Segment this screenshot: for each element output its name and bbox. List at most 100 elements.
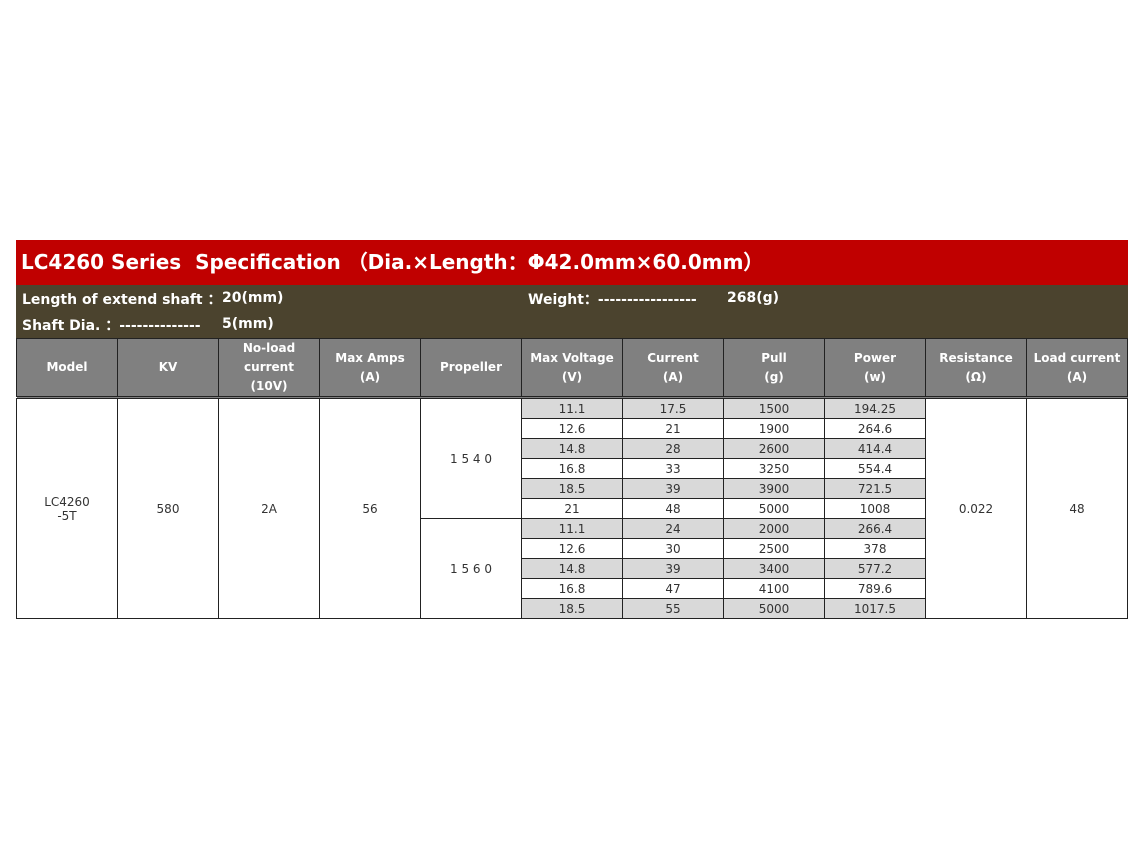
voltage-cell: 11.1 [521, 518, 623, 539]
spec-table: Model KV No-load current (10V) Max Amps (A) Pro… [16, 338, 1128, 619]
kv-cell: 580 [117, 397, 219, 619]
header-line: Power [853, 350, 897, 365]
column-header: Resistance (Ω) [925, 338, 1027, 399]
table-row: 16.8 47 4100 789.6 [17, 578, 1128, 599]
header-line: Max Voltage [530, 350, 614, 365]
shaft-dia-label: Shaft Dia. ：-------------- [22, 318, 201, 334]
column-header: Current (A) [622, 338, 724, 399]
shaft-length-value: 20(mm) [222, 290, 284, 306]
resistance-cell: 0.022 [925, 397, 1027, 619]
table-row: 14.8 28 2600 414.4 [17, 438, 1128, 459]
shaft-dia-value: 5(mm) [222, 316, 274, 332]
pull-cell: 1500 [723, 397, 825, 419]
column-header: Power (w) [824, 338, 926, 399]
power-cell: 194.25 [824, 397, 926, 419]
model-line: LC4260 [44, 494, 90, 509]
current-cell: 33 [622, 458, 724, 479]
pull-cell: 2500 [723, 538, 825, 559]
voltage-cell: 21 [521, 498, 623, 519]
pull-cell: 1900 [723, 418, 825, 439]
header-line: Model [46, 360, 88, 374]
header-line: KV [158, 360, 178, 374]
weight-value: 268(g) [727, 290, 780, 306]
header-line: (g) [764, 369, 784, 384]
voltage-cell: 18.5 [521, 478, 623, 499]
current-cell: 39 [622, 558, 724, 579]
header-line: (Ω) [965, 369, 987, 384]
power-cell: 789.6 [824, 578, 926, 599]
current-cell: 17.5 [622, 397, 724, 419]
header-line: (A) [1066, 369, 1088, 384]
spec-title: LC4260 Series Specification （Dia.×Length… [16, 240, 1128, 285]
shaft-length-label: Length of extend shaft ： [22, 292, 222, 308]
propeller-cell: 1 5 4 0 [420, 397, 522, 519]
voltage-cell: 14.8 [521, 438, 623, 459]
header-line: (A) [359, 369, 381, 384]
max-amps-cell: 56 [319, 397, 421, 619]
current-cell: 55 [622, 598, 724, 619]
power-cell: 1017.5 [824, 598, 926, 619]
load-current-cell: 48 [1026, 397, 1128, 619]
power-cell: 721.5 [824, 478, 926, 499]
power-cell: 414.4 [824, 438, 926, 459]
voltage-cell: 11.1 [521, 397, 623, 419]
pull-cell: 5000 [723, 498, 825, 519]
voltage-cell: 12.6 [521, 418, 623, 439]
voltage-cell: 12.6 [521, 538, 623, 559]
power-cell: 264.6 [824, 418, 926, 439]
header-line: Pull [761, 350, 787, 365]
pull-cell: 3250 [723, 458, 825, 479]
pull-cell: 5000 [723, 598, 825, 619]
column-header: KV [117, 338, 219, 399]
table-row: 18.5 55 5000 1017.5 [17, 598, 1128, 619]
current-cell: 21 [622, 418, 724, 439]
current-cell: 28 [622, 438, 724, 459]
header-line: Propeller [440, 360, 502, 374]
pull-cell: 3900 [723, 478, 825, 499]
table-row: LC4260 -5T 580 2A 56 1 5 4 0 11.1 17.5 1500 194.2… [16, 397, 1128, 619]
table-row: 1 5 6 0 11.1 24 2000 266.4 [17, 518, 1128, 619]
header-line: Current [647, 350, 699, 365]
table-row: 21 48 5000 1008 [17, 498, 1128, 519]
header-line: No-load [242, 341, 296, 355]
voltage-cell: 16.8 [521, 578, 623, 599]
header-line: Resistance [939, 350, 1013, 365]
propeller-cell: 1 5 6 0 [420, 518, 522, 619]
header-line: (w) [863, 369, 887, 384]
model-line: -5T [57, 508, 77, 523]
pull-cell: 2600 [723, 438, 825, 459]
column-header: Pull (g) [723, 338, 825, 399]
column-header: No-load current (10V) [218, 338, 320, 399]
spec-sheet: LC4260 Series Specification （Dia.×Length… [16, 240, 1128, 619]
current-cell: 47 [622, 578, 724, 599]
voltage-cell: 18.5 [521, 598, 623, 619]
column-header: Model [16, 338, 118, 399]
voltage-cell: 16.8 [521, 458, 623, 479]
column-header: Max Amps (A) [319, 338, 421, 399]
header-line: (V) [561, 369, 583, 384]
column-header: Load current (A) [1026, 338, 1128, 399]
power-cell: 266.4 [824, 518, 926, 539]
weight-label: Weight：----------------- [528, 292, 697, 308]
power-cell: 1008 [824, 498, 926, 519]
header-line: Max Amps [335, 350, 405, 365]
power-cell: 378 [824, 538, 926, 559]
column-header: Propeller [420, 338, 522, 399]
pull-cell: 4100 [723, 578, 825, 599]
model-cell: LC4260 -5T [16, 397, 118, 619]
header-line: current [244, 360, 294, 374]
no-load-cell: 2A [218, 397, 320, 619]
current-cell: 39 [622, 478, 724, 499]
column-header: Max Voltage (V) [521, 338, 623, 399]
current-cell: 24 [622, 518, 724, 539]
info-band: Length of extend shaft ： 20(mm) Weight：-… [16, 285, 1128, 338]
header-line: (10V) [250, 379, 288, 393]
current-cell: 30 [622, 538, 724, 559]
current-cell: 48 [622, 498, 724, 519]
pull-cell: 3400 [723, 558, 825, 579]
header-line: Load current [1033, 350, 1121, 365]
voltage-cell: 14.8 [521, 558, 623, 579]
header-line: (A) [662, 369, 684, 384]
power-cell: 554.4 [824, 458, 926, 479]
pull-cell: 2000 [723, 518, 825, 539]
